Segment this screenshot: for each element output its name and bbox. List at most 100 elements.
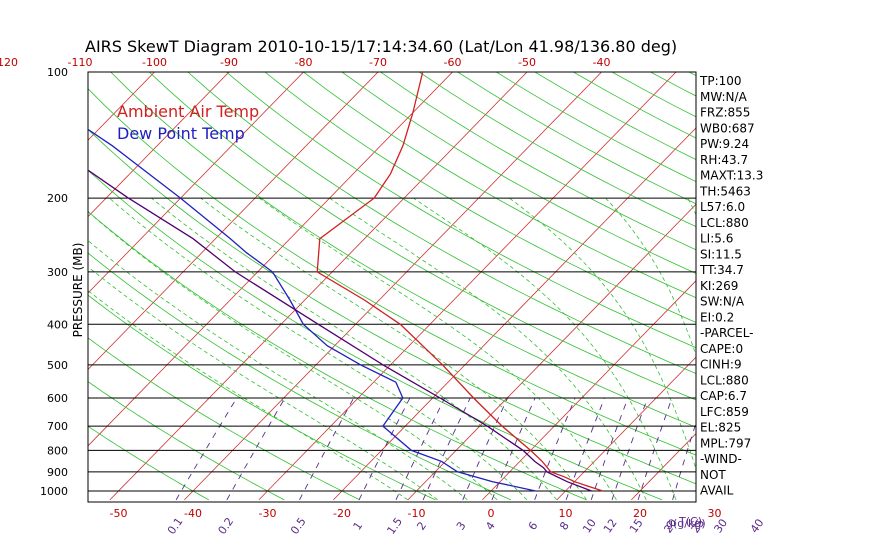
dry-adiabat-line — [729, 53, 870, 500]
dry-adiabat-line — [803, 53, 870, 500]
isotherm-line — [88, 72, 454, 447]
top-temp-tick-label: -60 — [444, 56, 462, 69]
air-temp-curve — [316, 72, 604, 492]
stability-index-item: CINH:9 — [700, 358, 742, 372]
mixing-ratio-line — [565, 397, 605, 501]
stability-index-item: TT:34.7 — [699, 263, 744, 277]
moist-adiabat-line — [88, 240, 468, 501]
mixing-ratio-line — [611, 397, 648, 501]
stability-index-item: SI:11.5 — [700, 247, 742, 261]
moist-adiabat-line — [109, 197, 528, 501]
y-axis-label: PRESSURE (MB) — [71, 243, 85, 338]
stability-index-item: TP:100 — [699, 74, 742, 88]
isotherm-line — [482, 280, 696, 501]
stability-index-item: WB0:687 — [700, 121, 755, 135]
dew-point-curve — [88, 128, 536, 492]
legend-dew-point: Dew Point Temp — [117, 124, 245, 143]
stability-index-item: -PARCEL- — [700, 326, 754, 340]
dry-adiabat-line — [534, 72, 696, 161]
moist-adiabat-line — [88, 266, 438, 501]
isotherm-line — [109, 72, 528, 501]
moist-adiabat-line — [329, 197, 647, 501]
stability-index-item: AVAIL — [700, 484, 734, 498]
mixing-ratio-label: 2 — [415, 519, 430, 532]
top-temp-tick-label: -90 — [220, 56, 238, 69]
dry-adiabat-line — [88, 337, 360, 501]
bottom-temp-tick-label: 30 — [708, 507, 722, 520]
mixing-ratio-line — [422, 397, 471, 501]
dry-adiabat-line — [88, 128, 696, 485]
stability-index-item: PW:9.24 — [700, 137, 749, 151]
stability-index-item: CAP:6.7 — [700, 389, 747, 403]
bottom-temp-tick-label: -30 — [259, 507, 277, 520]
isotherm-line — [333, 127, 696, 501]
isotherm-line — [88, 72, 156, 141]
stability-index-item: LI:5.6 — [700, 232, 733, 246]
mixing-ratio-label: 4 — [483, 519, 498, 532]
mixing-ratio-label: 0.1 — [165, 515, 186, 537]
dry-adiabat-line — [379, 72, 696, 251]
mixing-ratio-line — [672, 421, 696, 501]
stability-index-item: MPL:797 — [700, 436, 751, 450]
moist-adiabat-line — [509, 197, 696, 470]
mixing-ratio-label: 3 — [454, 519, 469, 532]
stability-index-item: MAXT:13.3 — [700, 169, 763, 183]
top-temp-tick-label: -80 — [295, 56, 313, 69]
top-temp-tick-label: -50 — [518, 56, 536, 69]
dry-adiabat-line — [187, 72, 696, 374]
mixing-ratio-label: 10 — [580, 517, 599, 536]
mixing-ratio-line — [759, 398, 785, 500]
dry-adiabat-line — [418, 72, 696, 228]
legend-air-temp: Ambient Air Temp — [117, 102, 259, 121]
dry-adiabat-line — [88, 210, 587, 501]
pressure-tick-label: 200 — [47, 192, 68, 205]
stability-index-item: LCL:880 — [700, 373, 749, 387]
dry-adiabat-line — [264, 72, 696, 323]
dry-adiabat-line — [110, 72, 696, 428]
top-temp-tick-label: -40 — [593, 56, 611, 69]
isotherm-line — [631, 432, 696, 501]
pressure-tick-label: 100 — [47, 66, 68, 79]
moist-adiabat-line — [200, 197, 587, 501]
isotherm-line — [184, 72, 603, 501]
curve-layer — [88, 72, 604, 492]
mixing-ratio-line — [358, 397, 411, 501]
stability-index-item: KI:269 — [700, 279, 738, 293]
isotherm-line — [855, 53, 870, 500]
bottom-temp-tick-label: -50 — [110, 507, 128, 520]
mixing-ratio-label: 40 — [748, 517, 767, 536]
stability-index-item: NOT — [700, 468, 726, 482]
stability-index-item: EI:0.2 — [700, 310, 734, 324]
dry-adiabat-line — [341, 72, 696, 274]
moist-adiabat-line — [258, 197, 617, 501]
pressure-tick-label: 800 — [47, 444, 68, 457]
pressure-tick-label: 900 — [47, 466, 68, 479]
stability-index-item: MW:N/A — [700, 90, 748, 104]
bottom-temp-tick-label: -20 — [333, 507, 351, 520]
chart-title: AIRS SkewT Diagram 2010-10-15/17:14:34.6… — [85, 37, 677, 56]
stability-index-item: TH:5463 — [699, 184, 751, 198]
isotherm-line — [0, 53, 24, 500]
pressure-tick-label: 500 — [47, 359, 68, 372]
dry-adiabat-line — [148, 72, 696, 401]
stability-index-item: FRZ:855 — [700, 106, 750, 120]
bottom-temp-tick-label: 10 — [559, 507, 573, 520]
top-temp-tick-label: -70 — [369, 56, 387, 69]
dry-adiabat-line — [495, 72, 696, 182]
pressure-tick-label: 1000 — [40, 485, 68, 498]
isotherm-line — [780, 53, 870, 500]
x-axis-label: T(C) — [678, 515, 702, 528]
pressure-tick-label: 600 — [47, 392, 68, 405]
dry-adiabat-line — [88, 381, 285, 501]
mixing-ratio-label: 0.2 — [216, 515, 237, 537]
dry-adiabat-line — [88, 88, 696, 456]
mixing-ratio-label: 12 — [601, 517, 620, 536]
mixing-ratio-line — [462, 397, 508, 501]
dry-adiabat-line — [88, 252, 512, 501]
isotherm-line — [258, 72, 677, 501]
mixing-ratio-line — [299, 397, 354, 501]
mixing-ratio-line — [491, 397, 536, 501]
top-temp-tick-label: -110 — [68, 56, 93, 69]
